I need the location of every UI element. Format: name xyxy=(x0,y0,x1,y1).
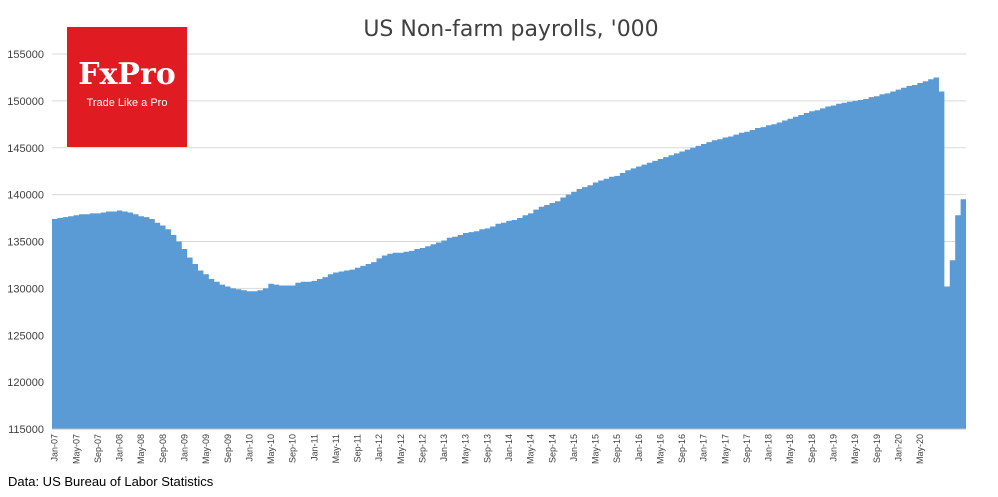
fxpro-logo: FxPro Trade Like a Pro xyxy=(67,27,187,147)
x-tick-label: Sep-17 xyxy=(742,434,752,463)
x-tick-label: May-14 xyxy=(526,434,536,464)
x-tick-label: Jan-19 xyxy=(829,434,839,462)
x-tick-label: May-10 xyxy=(266,434,276,464)
x-tick-label: Sep-13 xyxy=(482,434,492,463)
x-tick-label: May-20 xyxy=(915,434,925,464)
x-tick-label: Sep-19 xyxy=(872,434,882,463)
x-tick-label: May-08 xyxy=(136,434,146,464)
area-series xyxy=(52,77,966,429)
x-tick-label: May-11 xyxy=(331,434,341,463)
payrolls-area xyxy=(52,77,966,429)
y-tick-label: 120000 xyxy=(7,377,44,389)
y-tick-label: 115000 xyxy=(8,424,44,436)
x-tick-label: Jan-08 xyxy=(115,434,125,462)
logo-tagline: Trade Like a Pro xyxy=(86,97,168,109)
x-tick-label: May-15 xyxy=(591,434,601,464)
x-tick-label: Sep-08 xyxy=(158,434,168,463)
x-tick-label: Sep-18 xyxy=(807,434,817,463)
x-tick-label: Sep-16 xyxy=(677,434,687,463)
x-tick-label: May-17 xyxy=(720,434,730,464)
x-tick-label: May-07 xyxy=(71,434,81,464)
x-tick-label: May-18 xyxy=(785,434,795,464)
x-tick-label: Jan-10 xyxy=(244,434,254,462)
x-tick-label: Jan-14 xyxy=(504,434,514,462)
x-tick-label: Sep-12 xyxy=(418,434,428,463)
x-tick-label: May-16 xyxy=(655,434,665,464)
x-tick-label: May-19 xyxy=(850,434,860,464)
y-tick-label: 145000 xyxy=(7,143,44,155)
x-tick-label: Jan-20 xyxy=(893,434,903,462)
source-note: Data: US Bureau of Labor Statistics xyxy=(8,474,214,489)
x-tick-label: May-09 xyxy=(201,434,211,464)
y-tick-label: 155000 xyxy=(7,49,44,61)
x-tick-label: Sep-09 xyxy=(223,434,233,463)
x-tick-label: Jan-18 xyxy=(764,434,774,462)
chart-title: US Non-farm payrolls, '000 xyxy=(363,17,658,42)
y-tick-label: 150000 xyxy=(7,96,44,108)
logo-name: FxPro xyxy=(78,57,176,92)
y-tick-label: 140000 xyxy=(7,190,44,202)
x-tick-label: Sep-10 xyxy=(288,434,298,463)
x-tick-label: Sep-14 xyxy=(547,434,557,463)
x-tick-label: May-12 xyxy=(396,434,406,464)
x-tick-label: Jan-07 xyxy=(50,434,60,462)
x-tick-label: Jan-13 xyxy=(439,434,449,462)
y-tick-label: 135000 xyxy=(7,237,44,249)
x-tick-label: Jan-11 xyxy=(309,434,319,461)
x-tick-label: Sep-15 xyxy=(612,434,622,463)
x-tick-label: Sep-07 xyxy=(93,434,103,463)
x-tick-label: May-13 xyxy=(461,434,471,464)
x-tick-label: Jan-12 xyxy=(374,434,384,462)
x-tick-label: Jan-15 xyxy=(569,434,579,462)
x-tick-label: Jan-16 xyxy=(634,434,644,462)
x-axis: Jan-07 May-07 Sep-07 Jan-08 May-08 Sep-08 Jan-… xyxy=(50,428,966,464)
x-tick-label: Jan-09 xyxy=(180,434,190,462)
y-axis: 115000 120000 125000 130000 135000 140000 1450… xyxy=(7,49,44,436)
x-tick-label: Jan-17 xyxy=(699,434,709,462)
y-tick-label: 130000 xyxy=(7,283,44,295)
y-tick-label: 125000 xyxy=(7,330,44,342)
x-tick-label: Sep-11 xyxy=(353,434,363,462)
